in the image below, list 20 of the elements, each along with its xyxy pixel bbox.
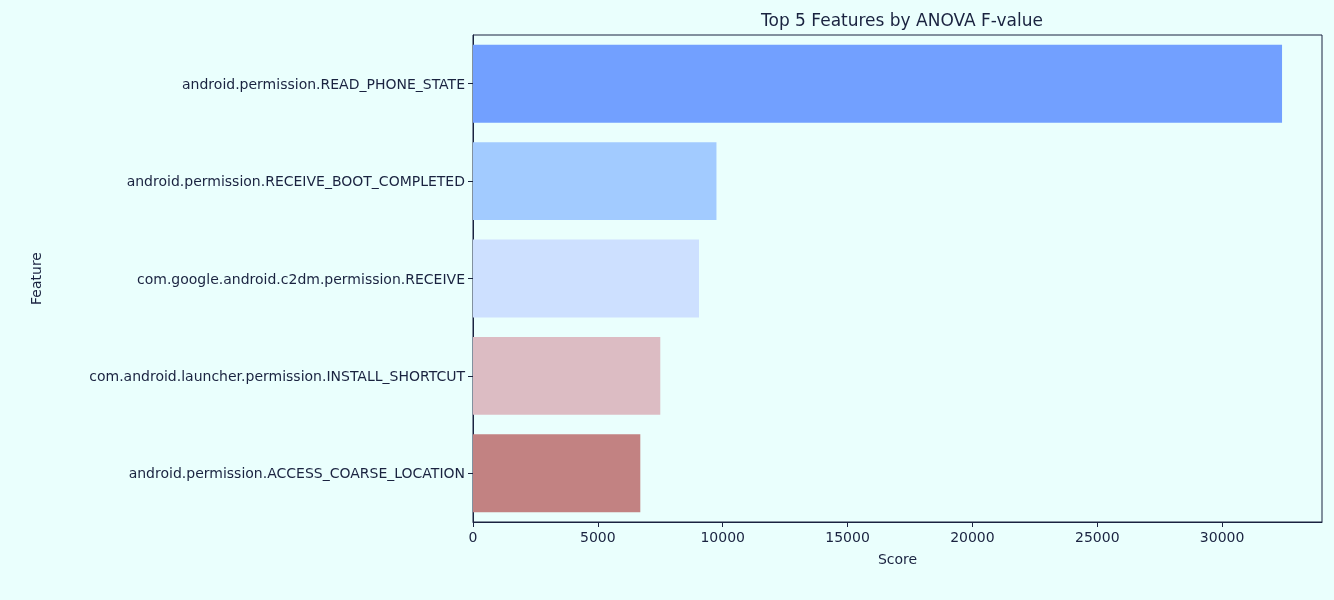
bar: [473, 142, 717, 221]
x-tick-label: 5000: [580, 529, 616, 545]
bar: [473, 336, 661, 415]
y-tick-label: android.permission.READ_PHONE_STATE: [182, 75, 465, 92]
x-axis-title: Score: [877, 551, 918, 567]
y-tick-label: android.permission.ACCESS_COARSE_LOCATION: [128, 465, 465, 482]
bar: [473, 239, 699, 318]
y-tick-label: android.permission.RECEIVE_BOOT_COMPLETED: [126, 173, 465, 190]
x-tick-label: 20000: [950, 529, 995, 545]
x-tick-label: 10000: [700, 529, 745, 545]
y-axis-title: Feature: [28, 252, 44, 305]
x-tick-label: 25000: [1074, 529, 1120, 545]
x-tick-label: 0: [468, 529, 478, 545]
bar: [473, 44, 1283, 123]
x-tick-label: 30000: [1199, 529, 1245, 545]
x-tick-label: 15000: [825, 529, 870, 545]
y-tick-label: com.google.android.c2dm.permission.RECEIVE: [136, 270, 465, 287]
y-tick-label: com.android.launcher.permission.INSTALL_SHORTCUT: [89, 367, 466, 384]
bar: [473, 434, 641, 513]
chart-title: Top 5 Features by ANOVA F-value: [760, 9, 1043, 30]
